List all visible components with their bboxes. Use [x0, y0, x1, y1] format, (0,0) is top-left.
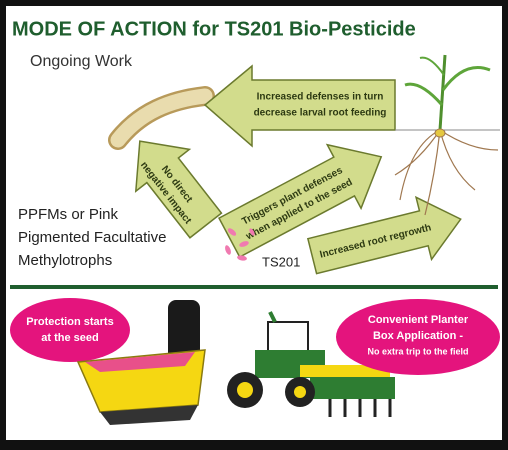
arrow-text: decrease larval root feeding — [254, 108, 387, 119]
arrow-text: Increased defenses in turn — [257, 92, 384, 103]
callout-text: Box Application - — [373, 330, 463, 342]
callout-note: No extra trip to the field — [367, 346, 468, 356]
organism-text: Methylotrophs — [18, 252, 112, 269]
organism-text: Pigmented Facultative — [18, 229, 166, 246]
subtitle: Ongoing Work — [30, 53, 133, 70]
organism-text: PPFMs or Pink — [18, 206, 119, 223]
product-label: TS201 — [262, 254, 300, 269]
infographic: MODE OF ACTION for TS201 Bio-Pesticide O… — [0, 0, 508, 450]
callout-text: Convenient Planter — [368, 314, 469, 326]
callout — [10, 298, 130, 362]
title: MODE OF ACTION for TS201 Bio-Pesticide — [12, 18, 416, 40]
callout-text: at the seed — [41, 332, 98, 344]
callout-text: Protection starts — [26, 316, 113, 328]
